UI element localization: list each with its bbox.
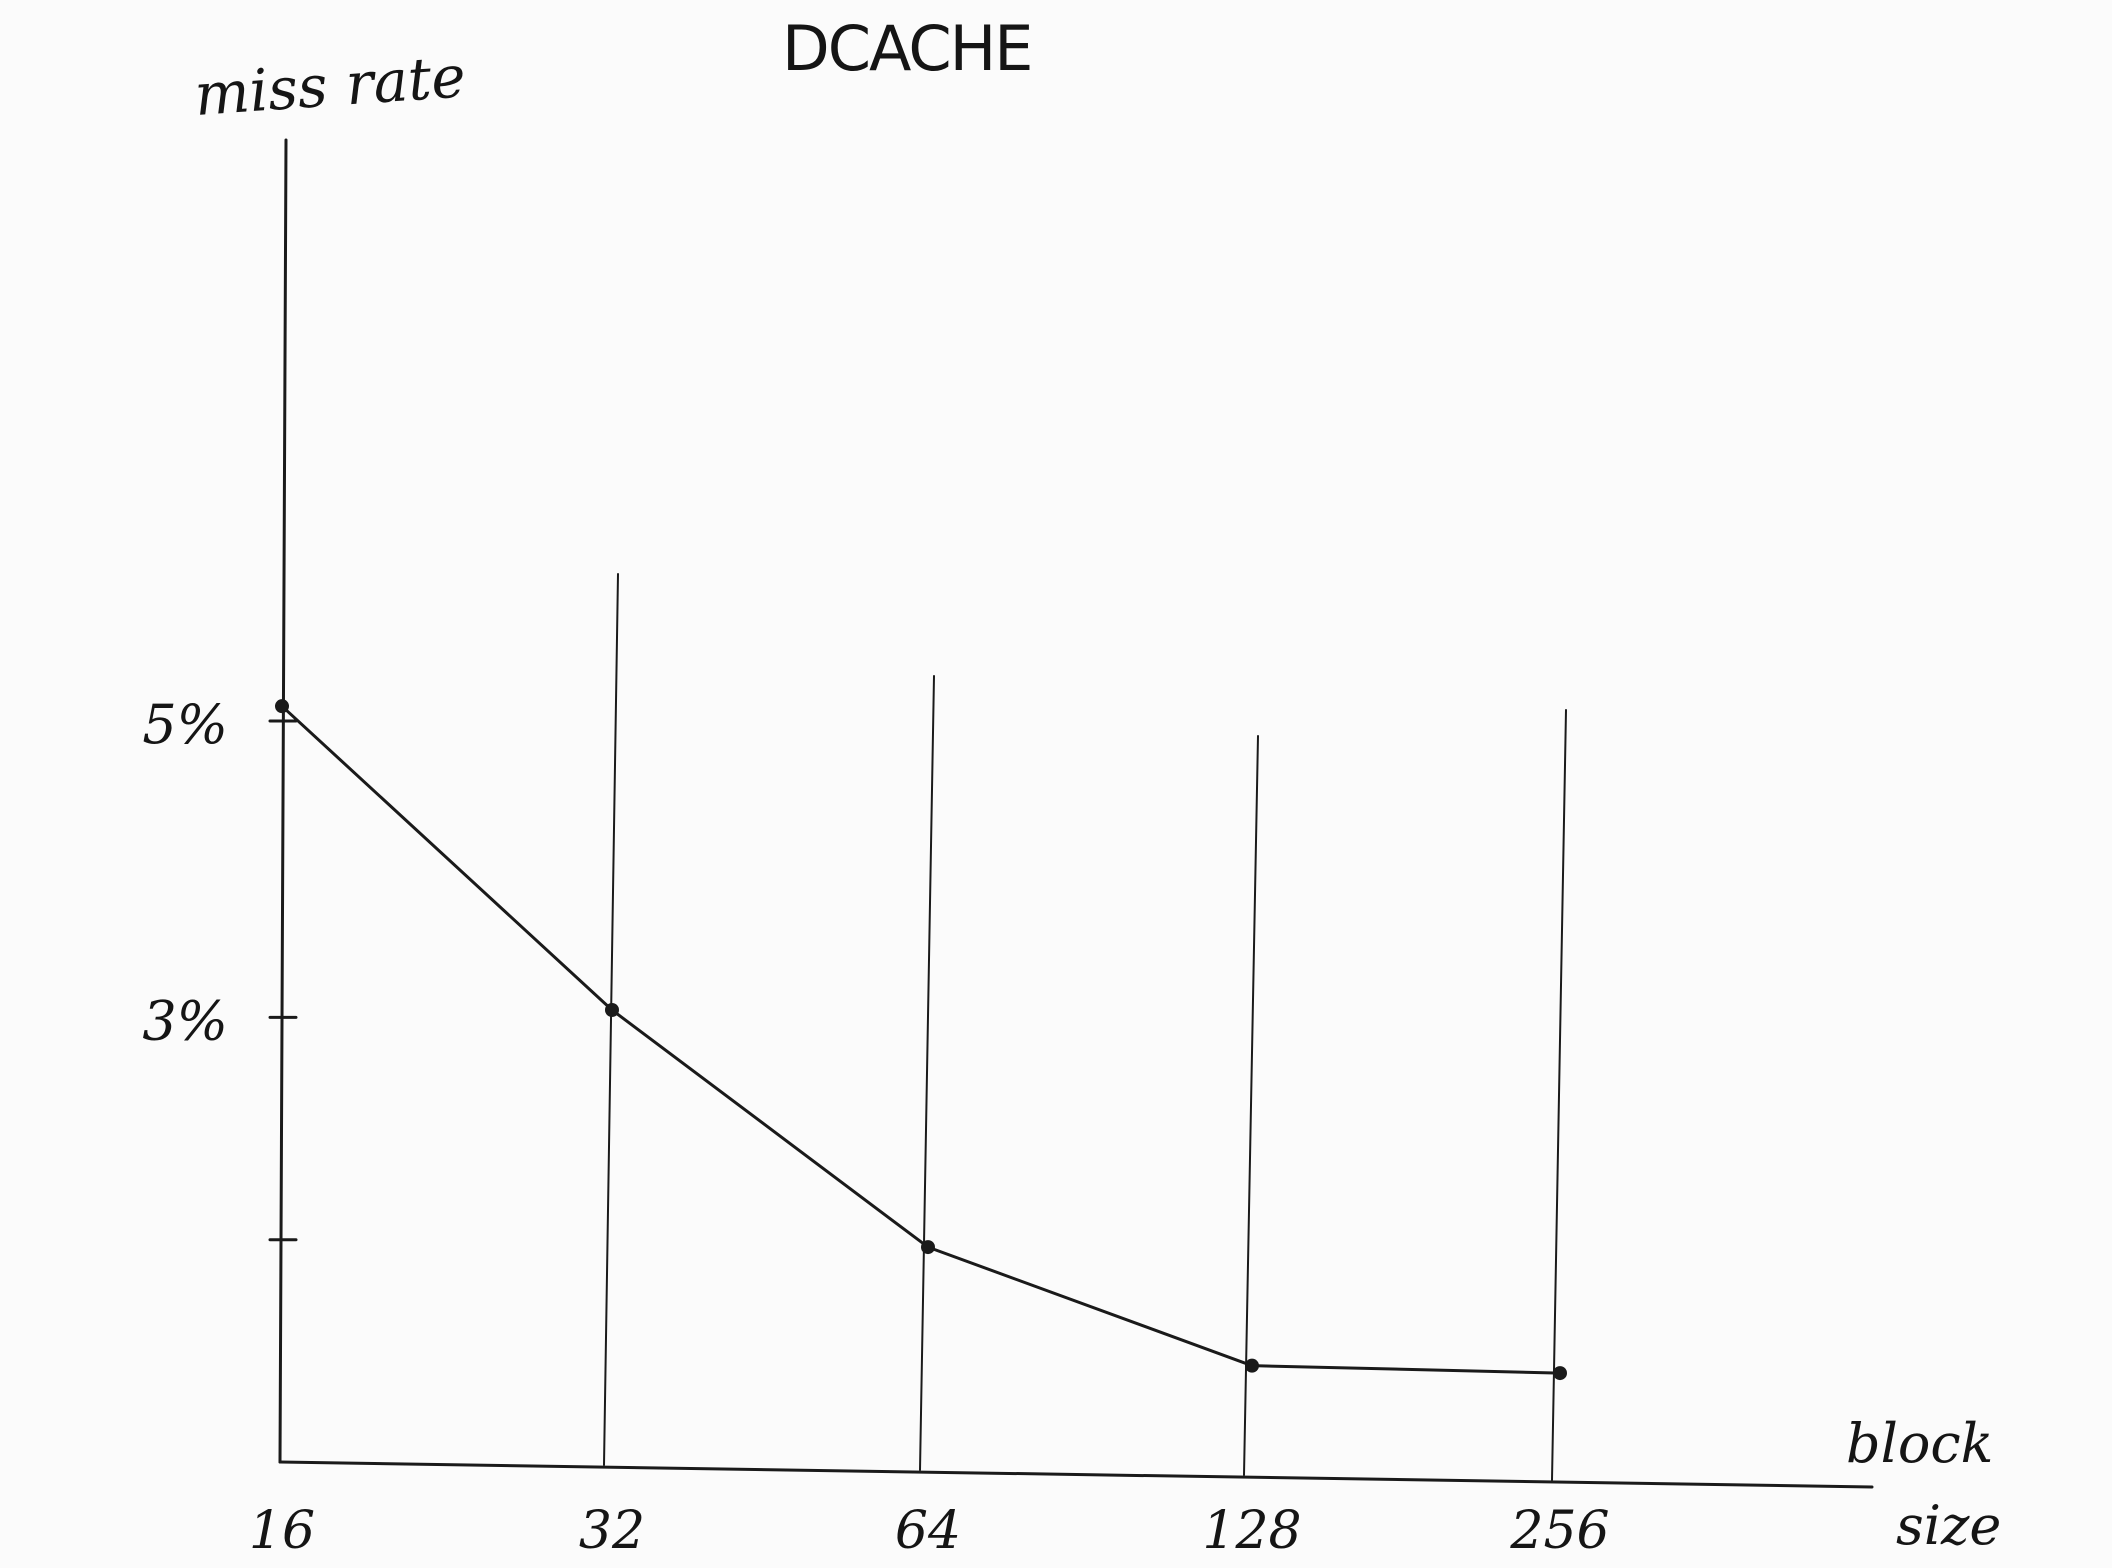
data-point-32 <box>605 1002 619 1017</box>
grid-layer <box>603 573 1567 1481</box>
x-tick-label-128: 128 <box>1202 1501 1301 1561</box>
x-tick-label-256: 256 <box>1509 1501 1609 1561</box>
chart-title: DCACHE <box>782 12 1031 85</box>
y-axis-line <box>278 138 288 1464</box>
x-tick-label-64: 64 <box>895 1501 961 1561</box>
x-tick-layer: 16 32 64 128 256 <box>249 1501 1610 1561</box>
y-tick-label-0: 5% <box>142 693 228 756</box>
x-tick-label-16: 16 <box>249 1501 315 1561</box>
grid-line-64 <box>919 675 935 1471</box>
data-point-128 <box>1245 1358 1259 1373</box>
y-tick-label-1: 3% <box>142 989 228 1052</box>
grid-line-32 <box>603 573 619 1466</box>
series-layer <box>275 699 1567 1381</box>
text-layer: DCACHE miss rate block size <box>192 12 2001 1557</box>
series-line <box>280 704 1562 1375</box>
grid-line-256 <box>1551 709 1567 1481</box>
x-tick-label-32: 32 <box>579 1501 645 1561</box>
data-point-16 <box>275 699 289 714</box>
x-axis-label-line2: size <box>1896 1494 2001 1557</box>
x-axis-line <box>278 1460 1874 1489</box>
y-tick-layer: 5% 3% <box>142 693 298 1242</box>
x-axis-label-line1: block <box>1846 1412 1993 1475</box>
data-point-64 <box>921 1240 935 1255</box>
data-point-256 <box>1553 1366 1567 1381</box>
axes-layer <box>278 138 1874 1489</box>
grid-line-128 <box>1243 735 1259 1476</box>
y-axis-label: miss rate <box>192 42 468 129</box>
